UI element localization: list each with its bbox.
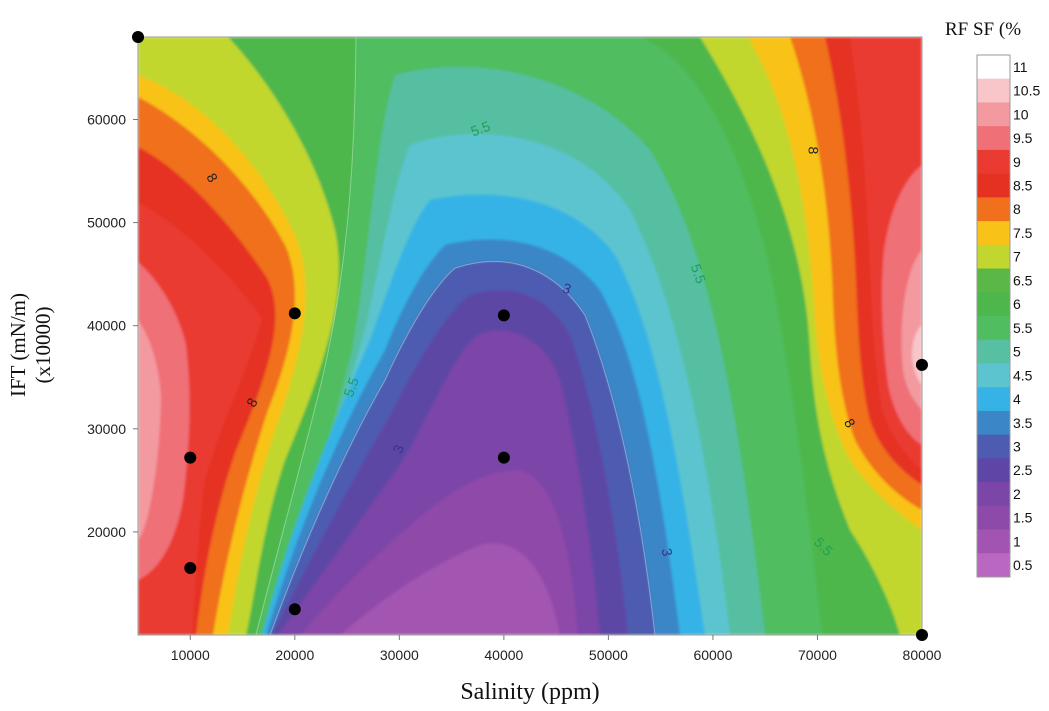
colorbar-swatch	[977, 458, 1010, 483]
colorbar-swatch	[977, 316, 1010, 341]
colorbar-swatch	[977, 363, 1010, 388]
design-point	[497, 451, 510, 464]
colorbar-label: 0.5	[1013, 557, 1033, 573]
y-axis-title: IFT (mN/m)	[6, 293, 30, 397]
colorbar-swatch	[977, 221, 1010, 246]
colorbar-swatch	[977, 78, 1010, 103]
x-axis-title: Salinity (ppm)	[460, 679, 599, 705]
edge-design-points	[132, 31, 928, 641]
colorbar-swatch	[977, 505, 1010, 531]
y-tick-label: 30000	[87, 421, 126, 437]
colorbar-label: 1	[1013, 533, 1021, 549]
legend-title: RF SF (%	[945, 19, 1021, 40]
x-tick-label: 40000	[484, 647, 523, 663]
colorbar-label: 11	[1013, 59, 1028, 75]
contour-label: 5.5	[688, 262, 710, 286]
x-tick-label: 60000	[693, 647, 732, 663]
colorbar-swatch	[977, 173, 1010, 198]
design-point	[184, 561, 197, 574]
y-axis-subtitle: (x10000)	[31, 307, 55, 384]
colorbar-frame	[976, 54, 1011, 578]
colorbar-label: 10	[1013, 106, 1029, 122]
y-tick-label: 60000	[87, 111, 126, 127]
colorbar-label: 7	[1013, 249, 1021, 265]
colorbar: 1110.5109.598.587.576.565.554.543.532.52…	[976, 54, 1040, 578]
colorbar-label: 4	[1013, 391, 1021, 407]
design-point	[288, 603, 301, 616]
y-axis-title-group: IFT (mN/m) (x10000)	[6, 293, 55, 397]
colorbar-label: 9	[1013, 154, 1021, 170]
colorbar-swatch	[977, 102, 1010, 127]
colorbar-swatch	[977, 482, 1010, 507]
colorbar-swatch	[977, 149, 1010, 175]
colorbar-label: 2.5	[1013, 462, 1033, 478]
y-tick-label: 40000	[87, 318, 126, 334]
x-tick-label: 70000	[798, 647, 837, 663]
design-point	[132, 31, 144, 43]
colorbar-label: 1.5	[1013, 510, 1033, 526]
contour-line-5-5	[255, 37, 357, 635]
colorbar-swatch	[977, 244, 1010, 270]
band-center-1	[340, 543, 560, 635]
plot-frame	[137, 36, 923, 636]
x-axis-ticks: 10000 20000 30000 40000 50000 60000 70000 80000	[171, 635, 942, 663]
colorbar-swatch	[977, 529, 1010, 554]
colorbar-swatch	[977, 339, 1010, 364]
contour-label: 5.5	[469, 118, 493, 140]
colorbar-label: 6.5	[1013, 272, 1033, 288]
colorbar-label: 8.5	[1013, 178, 1033, 194]
colorbar-label: 2	[1013, 486, 1021, 502]
colorbar-label: 5	[1013, 344, 1021, 360]
contour-label: 8	[806, 147, 822, 155]
y-tick-label: 20000	[87, 524, 126, 540]
band-left-10	[138, 320, 161, 540]
colorbar-label: 3	[1013, 439, 1021, 455]
colorbar-swatch	[977, 410, 1010, 436]
x-tick-label: 50000	[589, 647, 628, 663]
x-tick-label: 20000	[275, 647, 314, 663]
colorbar-label: 8	[1013, 201, 1021, 217]
colorbar-swatch	[977, 292, 1010, 317]
colorbar-swatch	[977, 126, 1010, 151]
colorbar-swatch	[977, 553, 1010, 578]
colorbar-label: 6	[1013, 296, 1021, 312]
contour-line-3	[269, 260, 656, 635]
y-axis-ticks: 20000 30000 40000 50000 60000	[87, 111, 138, 540]
y-tick-label: 50000	[87, 215, 126, 231]
design-point	[916, 629, 928, 641]
colorbar-swatch	[977, 387, 1010, 412]
colorbar-swatch	[977, 55, 1010, 80]
contour-label: 3	[659, 547, 676, 558]
colorbar-label: 4.5	[1013, 367, 1033, 383]
design-point	[288, 307, 301, 320]
design-point	[184, 451, 197, 464]
colorbar-swatch	[977, 434, 1010, 459]
x-tick-label: 30000	[380, 647, 419, 663]
contour-lines	[255, 37, 656, 635]
colorbar-label: 9.5	[1013, 130, 1033, 146]
colorbar-label: 7.5	[1013, 225, 1033, 241]
colorbar-label: 10.5	[1013, 83, 1040, 99]
design-point	[497, 309, 510, 322]
design-point	[916, 358, 928, 371]
colorbar-swatch	[977, 268, 1010, 293]
x-tick-label: 10000	[171, 647, 210, 663]
x-tick-label: 80000	[903, 647, 942, 663]
colorbar-swatch	[977, 197, 1010, 222]
contour-bands	[138, 37, 922, 635]
contour-label: 5.5	[340, 375, 362, 399]
colorbar-label: 5.5	[1013, 320, 1033, 336]
colorbar-label: 3.5	[1013, 415, 1033, 431]
